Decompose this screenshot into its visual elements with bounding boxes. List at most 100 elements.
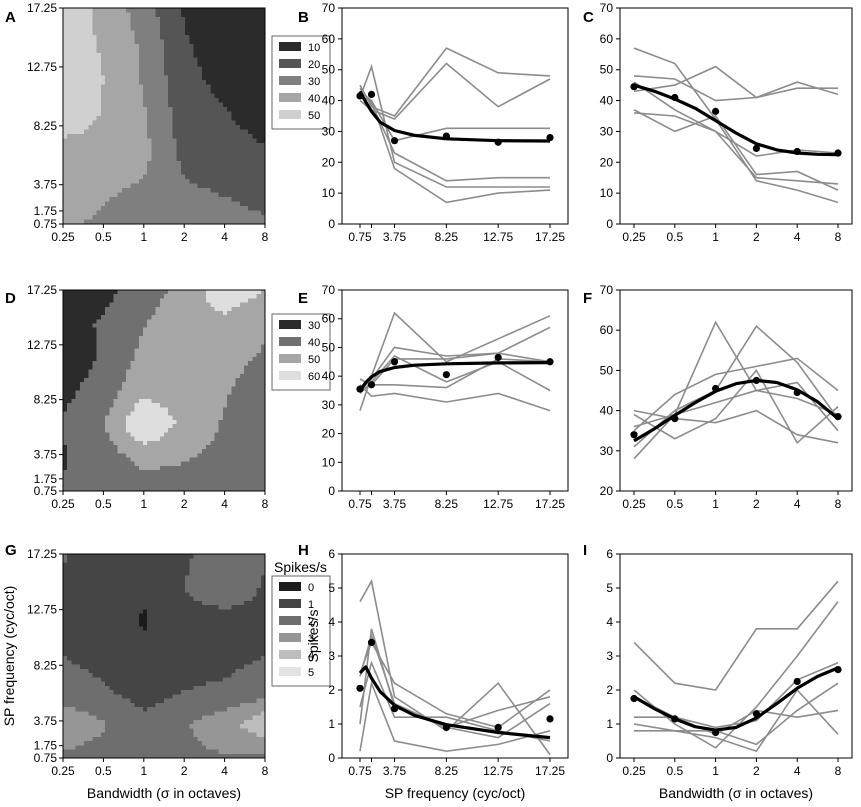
heat-cell [71,294,77,299]
heat-cell [197,302,203,308]
heat-cell [151,419,157,425]
heat-cell [252,398,258,404]
heat-cell [151,161,157,167]
heat-cell [260,174,266,180]
heat-cell [235,432,241,438]
heat-cell [134,98,140,104]
heat-cell [63,554,68,559]
heat-cell [164,424,169,429]
heat-cell [84,192,89,198]
heat-cell [197,449,203,454]
heat-cell [138,331,144,337]
heat-cell [168,210,174,216]
heat-cell [231,125,237,131]
heat-cell [206,352,211,358]
heat-cell [206,71,211,77]
heat-cell [75,377,81,383]
heat-cell [176,562,182,568]
heat-cell [168,302,174,308]
heat-cell [147,143,152,149]
heat-cell [105,432,110,438]
heat-cell [113,470,119,475]
heat-cell [180,331,186,337]
heat-cell [218,470,224,475]
heat-cell [239,478,245,484]
heat-cell [130,290,136,295]
heat-cell [142,294,148,299]
heat-cell [109,107,115,113]
heat-cell [256,165,262,171]
heat-cell [159,457,165,463]
heat-cell [252,424,258,429]
heat-cell [159,26,165,32]
heat-cell [214,89,220,95]
heat-cell [113,129,119,135]
heat-cell [126,457,131,463]
heat-cell [185,152,190,158]
heat-cell [164,407,169,413]
heat-cell [210,465,216,471]
heat-cell [134,57,140,63]
heat-cell [214,84,220,90]
heat-cell [243,453,249,459]
heat-cell [105,461,110,467]
heat-cell [92,453,98,459]
heat-cell [235,474,241,480]
heat-cell [71,129,77,135]
heat-cell [206,30,211,36]
series-line-6 [633,389,839,428]
heat-cell [147,107,152,113]
legend-label: 30 [308,320,320,332]
heat-cell [67,165,73,171]
heat-cell [231,432,237,438]
heat-cell [248,369,253,375]
heat-cell [126,302,131,308]
heat-cell [121,138,127,144]
heat-cell [231,129,237,135]
heat-cell [71,407,77,413]
heat-cell [92,419,98,425]
heat-cell [239,554,245,559]
y-tick-label: 40 [600,404,614,418]
heat-cell [105,57,110,63]
heat-cell [105,302,110,308]
heat-cell [117,170,123,176]
heat-cell [231,206,237,212]
heat-cell [88,35,94,41]
heat-cell [71,8,77,14]
heat-cell [193,290,199,295]
heat-cell [180,39,186,45]
heat-cell [218,377,224,383]
x-tick-label: 0.25 [51,230,75,244]
heat-cell [105,352,110,358]
heat-cell [142,377,148,383]
heat-cell [105,558,110,564]
heat-cell [147,386,152,392]
heat-cell [155,116,161,122]
heat-cell [243,102,249,108]
heat-cell [206,8,211,14]
heat-cell [151,302,157,308]
heat-cell [168,93,174,99]
heat-cell [79,348,85,354]
y-tick-label: 20 [600,155,614,169]
heat-cell [185,44,190,50]
heat-cell [235,440,241,446]
heat-cell [113,357,119,362]
heat-cell [180,66,186,72]
heat-cell [71,486,77,492]
heat-cell [231,165,237,171]
heat-cell [92,470,98,475]
heat-cell [260,306,266,312]
heat-cell [243,336,249,341]
heat-cell [113,39,119,45]
heat-cell [147,327,152,333]
heat-cell [189,319,195,325]
heat-cell [252,152,258,158]
heat-cell [155,419,161,425]
heat-cell [168,44,174,50]
heat-cell [130,327,136,333]
heat-cell [222,138,228,144]
heat-cell [231,344,237,350]
heat-cell [75,192,81,198]
